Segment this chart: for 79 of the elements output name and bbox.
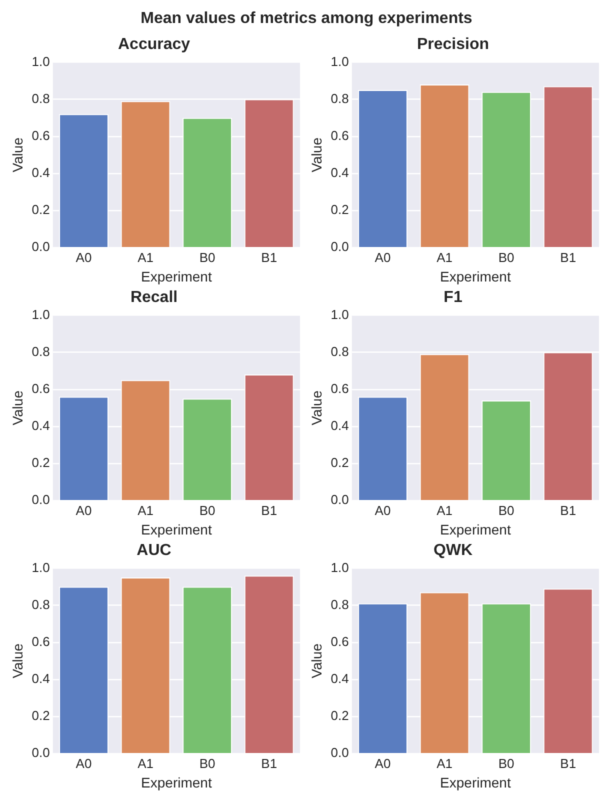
x-tick-label: A1	[436, 756, 452, 771]
y-tick-label: 0.0	[32, 745, 50, 760]
y-tick-label: 0.8	[32, 90, 50, 106]
y-tick-label: 0.2	[32, 708, 50, 724]
y-tick-label: 0.8	[330, 596, 349, 612]
y-tick-label: 0.2	[330, 202, 349, 218]
y-axis-title: Value	[308, 137, 324, 172]
y-tick-label: 1.0	[32, 54, 50, 69]
x-tick-label: B0	[498, 502, 514, 518]
y-tick-label: 0.4	[330, 165, 349, 180]
x-tick-label: B1	[261, 250, 278, 265]
x-tick-label: A1	[138, 250, 154, 265]
y-tick-label: 0.0	[330, 745, 349, 760]
y-axis-title: Value	[308, 390, 324, 426]
y-tick-label: 0.4	[32, 418, 50, 434]
y-tick-label: 0.0	[330, 492, 349, 508]
y-tick-label: 0.6	[32, 634, 50, 649]
y-tick-label: 0.2	[32, 202, 50, 218]
y-tick-label: 0.6	[32, 380, 50, 396]
x-axis-title: Experiment	[141, 268, 212, 284]
y-tick-label: 1.0	[32, 560, 50, 575]
x-tick-label: B1	[560, 250, 576, 265]
x-tick-label: A0	[374, 502, 391, 518]
y-tick-label: 0.4	[330, 418, 349, 434]
y-tick-label: 0.8	[330, 90, 349, 106]
y-tick-label: 0.6	[32, 128, 50, 143]
x-tick-label: A1	[436, 502, 452, 518]
y-tick-label: 0.0	[32, 239, 50, 254]
y-tick-label: 1.0	[330, 306, 349, 322]
chart-title: Precision	[416, 36, 490, 54]
y-axis-title: Value	[9, 137, 26, 172]
y-tick-label: 1.0	[330, 560, 349, 575]
y-tick-label: 1.0	[32, 306, 50, 322]
y-tick-label: 0.8	[330, 344, 349, 359]
x-tick-label: A0	[76, 250, 92, 265]
x-tick-label: A0	[76, 756, 92, 771]
x-tick-label: B1	[560, 502, 576, 518]
x-tick-label: B0	[199, 502, 216, 518]
x-tick-label: B1	[261, 502, 278, 518]
x-tick-label: B1	[261, 756, 278, 771]
x-axis-title: Experiment	[440, 268, 511, 284]
y-tick-label: 1.0	[330, 54, 349, 69]
y-tick-label: 0.8	[32, 596, 50, 612]
y-tick-label: 0.6	[330, 634, 349, 649]
y-axis-title: Value	[9, 390, 26, 426]
y-tick-label: 0.4	[32, 671, 50, 686]
y-axis-title: Value	[308, 643, 324, 678]
x-tick-label: B0	[498, 756, 514, 771]
chart-title: AUC	[136, 542, 172, 560]
x-tick-label: B0	[199, 250, 216, 265]
x-tick-label: A1	[138, 756, 154, 771]
text: Mean values of metrics among experiments	[140, 9, 474, 29]
y-tick-label: 0.4	[330, 671, 349, 686]
y-tick-label: 0.6	[330, 380, 349, 396]
chart-title: Accuracy	[118, 36, 190, 54]
x-tick-label: A0	[374, 756, 391, 771]
x-axis-title: Experiment	[440, 774, 511, 790]
y-tick-label: 0.2	[330, 708, 349, 724]
y-tick-label: 0.6	[330, 128, 349, 143]
y-tick-label: 0.0	[330, 239, 349, 254]
y-tick-label: 0.0	[32, 492, 50, 508]
y-axis-title: Value	[9, 643, 26, 678]
chart-title: QWK	[433, 542, 473, 560]
chart-title: F1	[444, 289, 462, 306]
x-tick-label: A0	[76, 502, 92, 518]
x-tick-label: B1	[560, 756, 576, 771]
x-tick-label: B0	[498, 250, 514, 265]
chart-title: Recall	[130, 289, 178, 306]
x-axis-title: Experiment	[141, 774, 212, 790]
x-tick-label: A1	[436, 250, 452, 265]
x-axis-title: Experiment	[440, 521, 511, 538]
x-tick-label: A1	[138, 502, 154, 518]
x-axis-title: Experiment	[141, 521, 212, 538]
x-tick-label: A0	[374, 250, 391, 265]
y-tick-label: 0.8	[32, 344, 50, 359]
x-tick-label: B0	[199, 756, 216, 771]
y-tick-label: 0.4	[32, 165, 50, 180]
y-tick-label: 0.2	[330, 455, 349, 470]
y-tick-label: 0.2	[32, 455, 50, 470]
